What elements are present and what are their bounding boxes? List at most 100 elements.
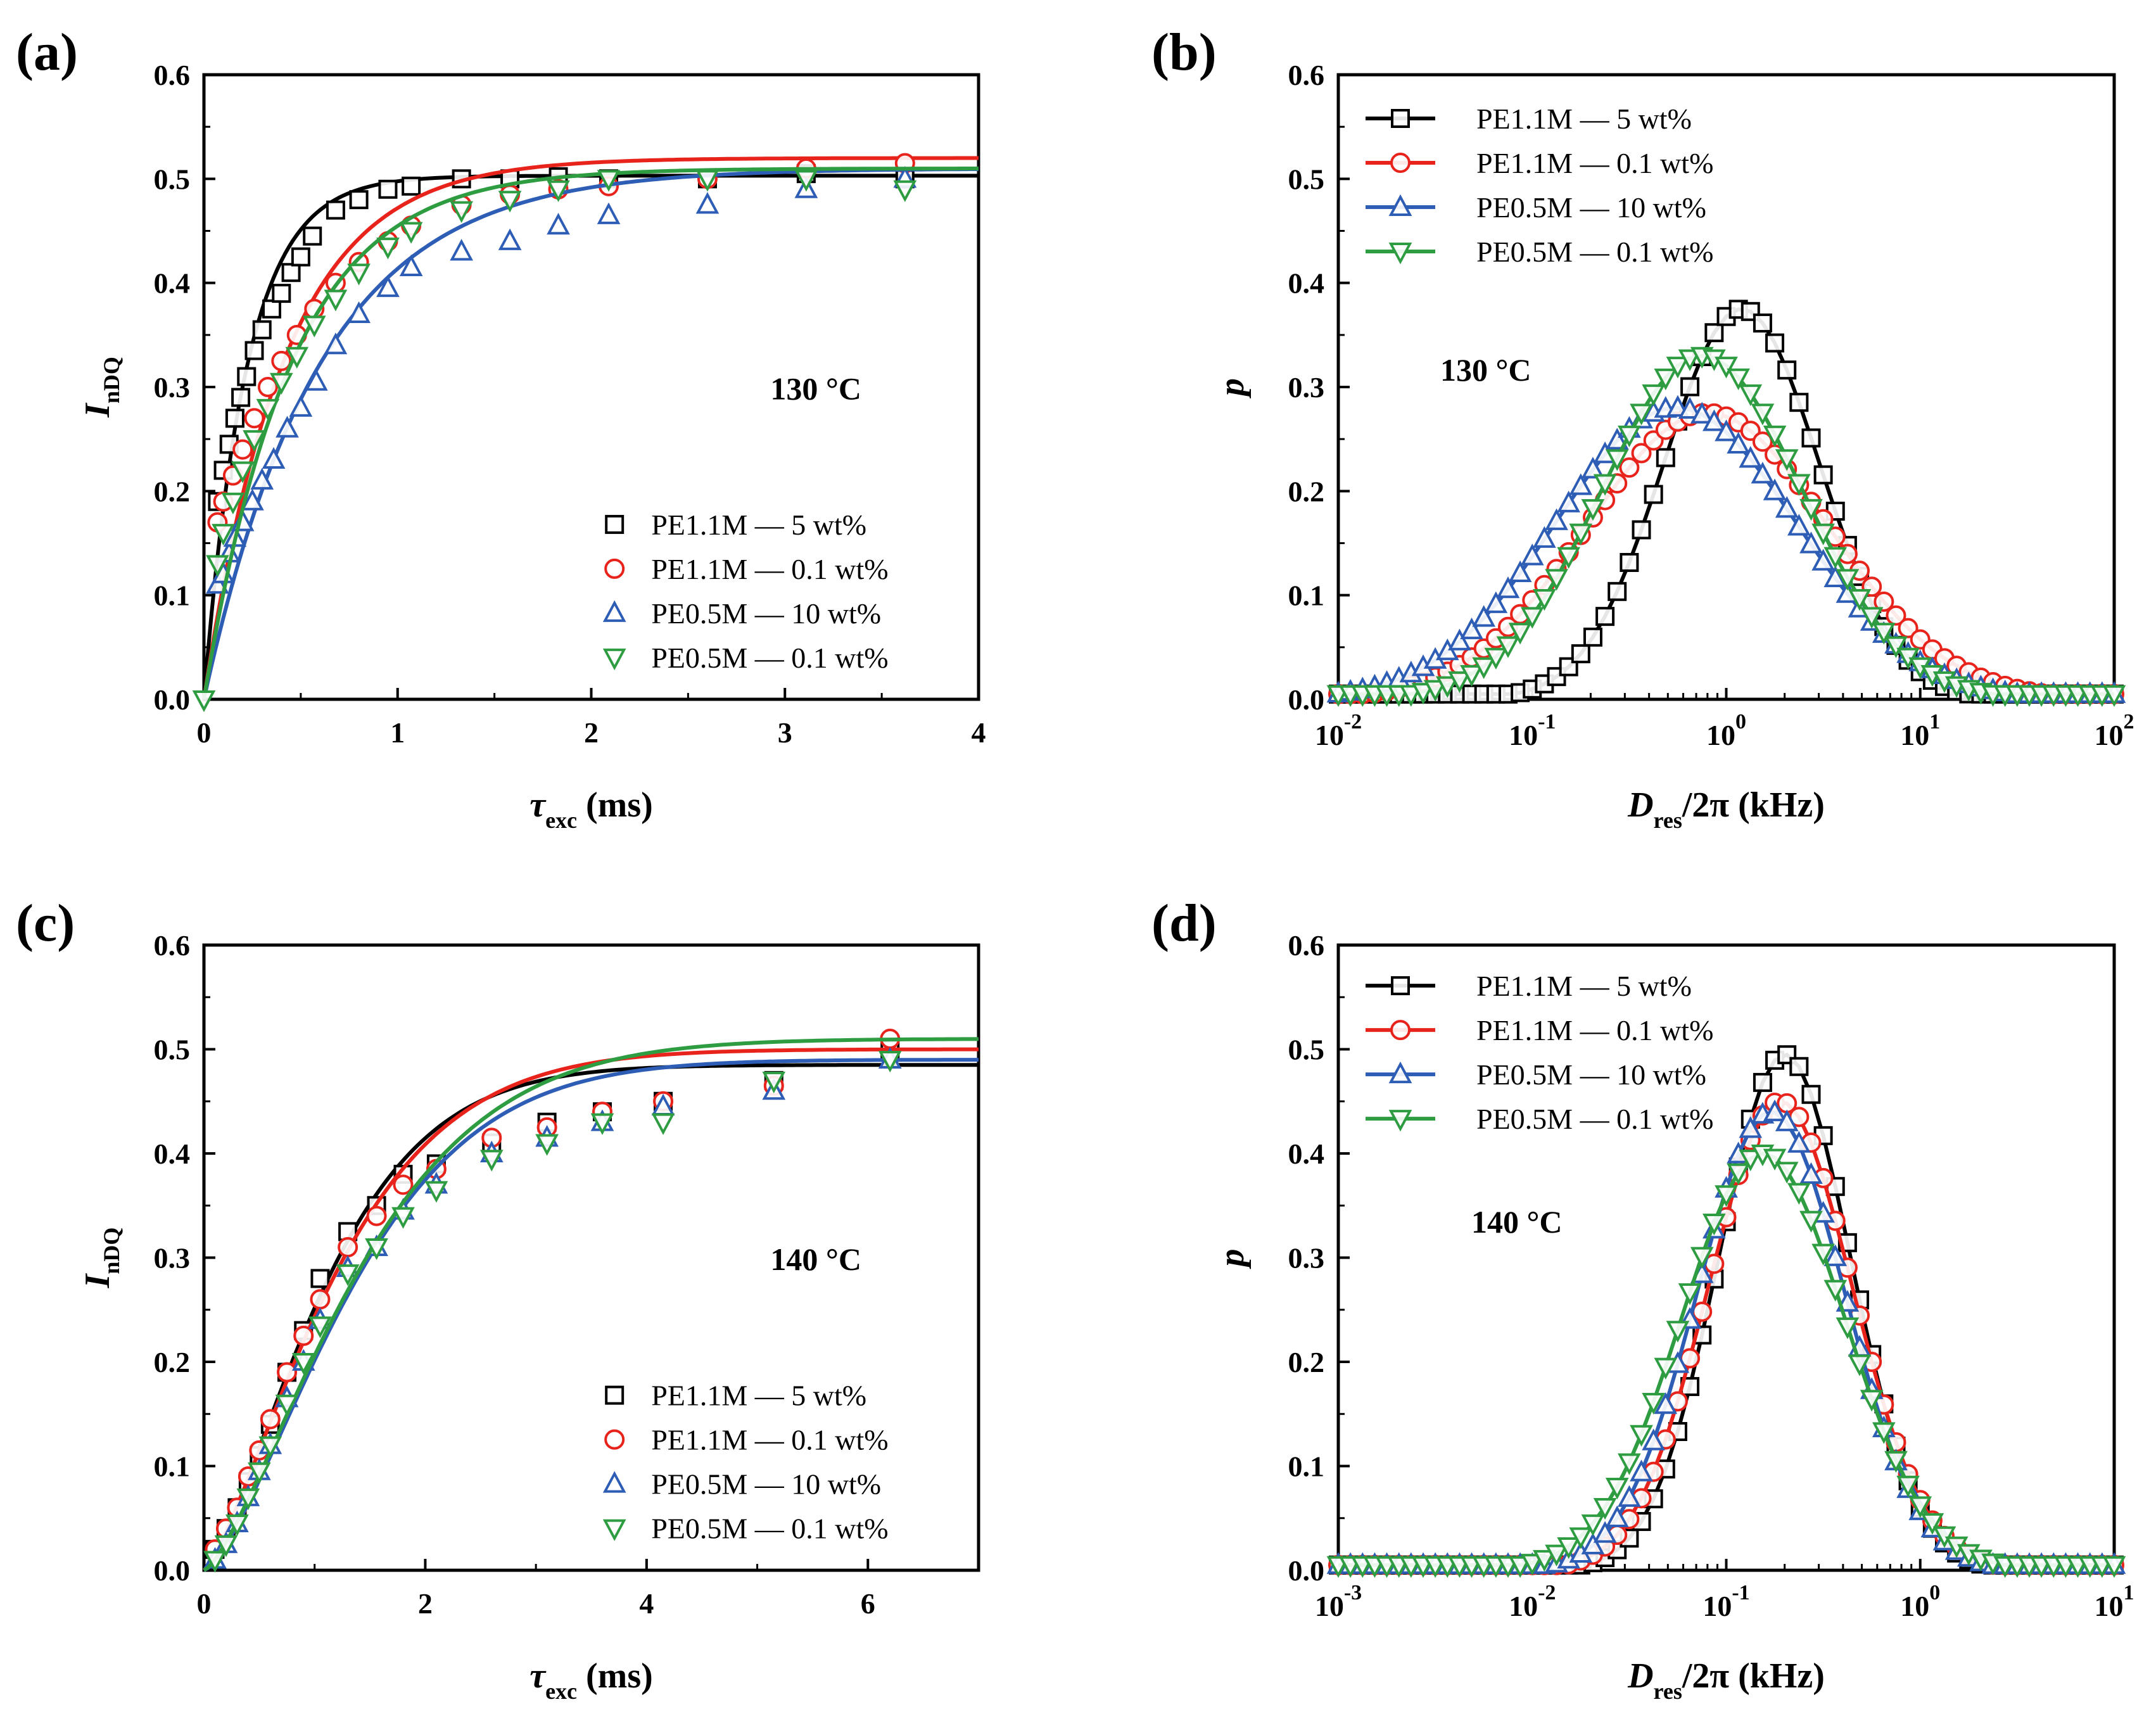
data-point	[1630, 1459, 1653, 1482]
data-point	[1872, 623, 1896, 645]
data-point	[232, 439, 253, 460]
data-point	[1848, 1354, 1872, 1376]
data-point	[308, 1316, 332, 1338]
x-axis-label-tail: (ms)	[577, 1656, 653, 1696]
data-point	[1581, 457, 1605, 479]
data-point	[597, 202, 621, 224]
data-point	[1630, 403, 1653, 426]
fit-curve	[203, 1037, 979, 1572]
data-point	[1763, 478, 1787, 500]
data-point	[366, 1205, 387, 1226]
data-point	[1644, 485, 1663, 504]
y-axis-label: p	[1212, 378, 1252, 398]
y-tick-label: 0.3	[1288, 1242, 1325, 1274]
data-point	[393, 1174, 414, 1195]
data-point	[1920, 1513, 1944, 1535]
distribution-curve	[1338, 1052, 2114, 1567]
data-point	[310, 1289, 331, 1310]
data-point	[1654, 1392, 1678, 1414]
data-point	[214, 1535, 238, 1558]
x-tick-label: 10-2	[1315, 710, 1362, 751]
legend-label: PE1.1M — 5 wt%	[651, 509, 866, 541]
temperature-annotation: 130 °C	[1440, 352, 1531, 388]
data-point	[794, 170, 818, 192]
legend: PE1.1M — 5 wt% PE1.1M — 0.1 wt% PE0.5M — 1…	[1366, 970, 1713, 1135]
data-point	[1739, 446, 1763, 468]
data-point	[1777, 1045, 1797, 1065]
data-point	[1801, 428, 1821, 448]
legend-marker	[1390, 1020, 1411, 1041]
data-point	[293, 1325, 314, 1346]
x-tick-exponent: -3	[1344, 1581, 1362, 1604]
data-point	[347, 301, 371, 323]
data-point	[1787, 474, 1811, 496]
legend-marker	[602, 600, 626, 622]
data-point	[303, 226, 322, 246]
legend-label: PE1.1M — 5 wt%	[1476, 103, 1692, 135]
y-tick-label: 0.4	[154, 267, 191, 300]
legend-marker	[1388, 1061, 1412, 1084]
data-point	[1823, 565, 1848, 587]
x-tick-exponent: 2	[2124, 710, 2134, 733]
y-tick-label: 0.0	[1288, 683, 1325, 716]
data-point	[402, 176, 421, 196]
x-tick-exponent: 1	[2124, 1581, 2134, 1604]
data-point	[291, 247, 310, 267]
data-point	[262, 299, 282, 319]
series-0	[1329, 1045, 2124, 1575]
legend-label: PE1.1M — 0.1 wt%	[651, 1424, 888, 1456]
data-point	[1496, 576, 1520, 599]
data-point	[225, 409, 244, 428]
data-point	[1593, 1521, 1617, 1543]
data-point	[221, 492, 245, 515]
panel-label: (c)	[16, 894, 75, 953]
y-tick-label: 0.2	[154, 1346, 191, 1378]
data-point	[1557, 1537, 1581, 1559]
data-point	[1787, 1183, 1811, 1205]
y-tick-label: 0.5	[154, 163, 191, 195]
data-point	[1508, 1556, 1532, 1578]
data-point	[1741, 302, 1760, 321]
y-axis-label-main: p	[1212, 378, 1252, 398]
data-point	[1908, 1496, 1932, 1518]
data-point	[1753, 313, 1772, 333]
data-point	[1775, 1109, 1799, 1131]
panel-a: (a) 0.0 0.1 0.2 0.3 0.4 0.5 0.6 0 1 2 3 4 τexc (ms) In…	[16, 23, 986, 833]
data-point	[262, 447, 286, 469]
y-tick-label: 0.3	[1288, 371, 1325, 403]
x-tick-label: 10-1	[1509, 710, 1556, 751]
data-point	[236, 1488, 260, 1511]
data-point	[244, 341, 264, 360]
data-point	[1654, 368, 1678, 391]
data-point	[310, 1269, 330, 1288]
x-tick-exponent: 0	[1929, 1581, 1940, 1604]
data-point	[1787, 514, 1811, 536]
legend-label: PE1.1M — 0.1 wt%	[651, 553, 888, 585]
data-point	[1886, 605, 1906, 626]
data-point	[1874, 591, 1894, 612]
x-tick-exponent: -2	[1538, 1581, 1556, 1604]
data-point	[1739, 384, 1763, 407]
data-point	[1423, 680, 1447, 702]
data-point	[1605, 428, 1629, 450]
data-point	[1703, 1214, 1726, 1236]
data-point	[1618, 425, 1641, 448]
data-point	[1789, 393, 1809, 412]
data-point	[365, 1238, 388, 1261]
x-tick-label: 3	[778, 716, 792, 749]
data-point	[1704, 323, 1724, 343]
legend: PE1.1M — 5 wt% PE1.1M — 0.1 wt% PE0.5M — 1…	[602, 1380, 889, 1545]
x-tick-label: 101	[2095, 1581, 2134, 1622]
data-point	[291, 1353, 315, 1375]
data-point	[1593, 474, 1617, 496]
legend-label: PE0.5M — 0.1 wt%	[1476, 1103, 1713, 1135]
data-point	[1777, 360, 1797, 380]
x-tick-label: 10-1	[1703, 1581, 1749, 1622]
data-point	[547, 180, 570, 203]
data-point	[1618, 1485, 1641, 1507]
data-point	[1836, 1317, 1860, 1340]
series-3	[203, 1037, 979, 1573]
data-point	[878, 1050, 902, 1073]
data-point	[1811, 1243, 1835, 1266]
fit-curve	[202, 1047, 979, 1572]
